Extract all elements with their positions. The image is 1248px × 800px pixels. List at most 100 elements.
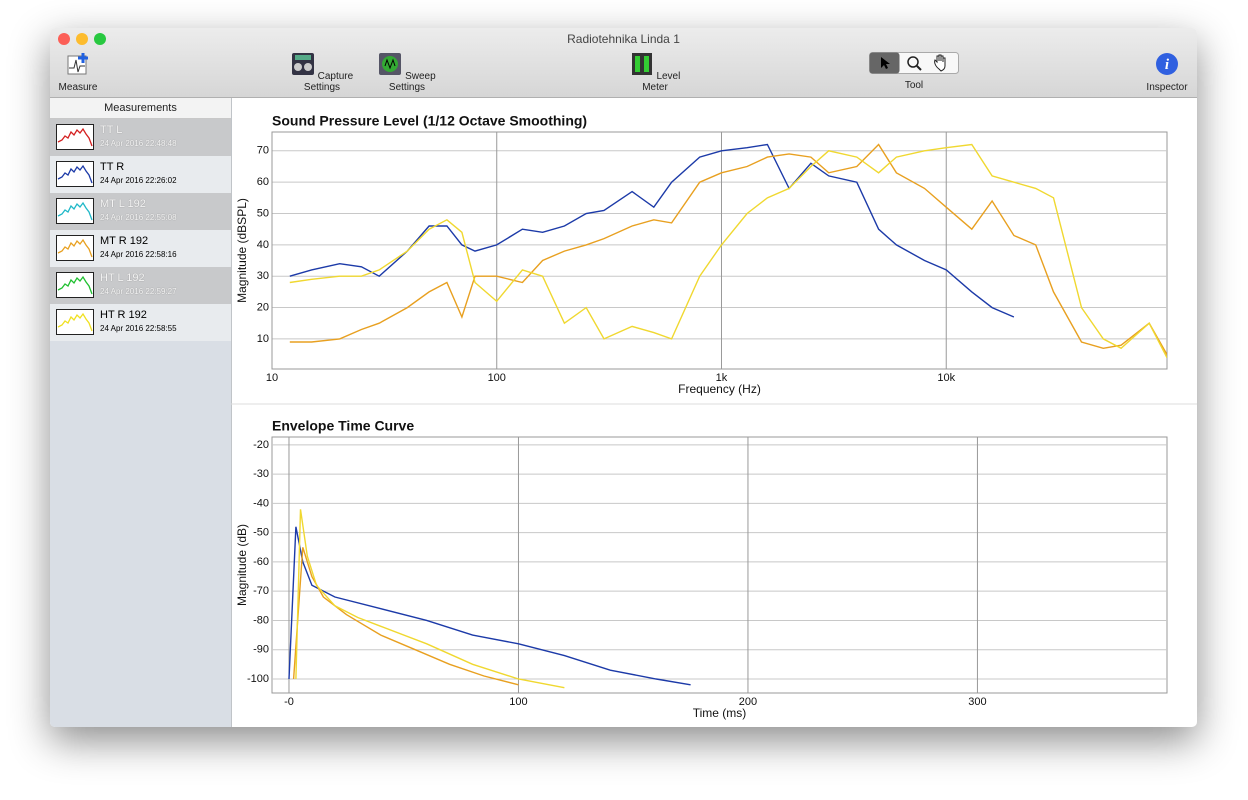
thumbnail-frame [56, 272, 94, 298]
measurement-item[interactable]: MT L 192 24 Apr 2016 22:55:08 [50, 193, 231, 230]
thumbnail [56, 161, 94, 187]
x-axis-label: Time (ms) [693, 706, 747, 720]
measurement-item[interactable]: HT L 192 24 Apr 2016 22:59:27 [50, 267, 231, 304]
icon [379, 53, 402, 75]
toolbar-button[interactable]: Sweep Settings [368, 52, 446, 93]
y-tick-label: 50 [257, 207, 269, 219]
measurement-item[interactable]: TT R 24 Apr 2016 22:26:02 [50, 156, 231, 193]
toolbar-label: Measure [58, 82, 98, 93]
y-axis-label: Magnitude (dBSPL) [235, 198, 249, 303]
app-window: Radiotehnika Linda 1 Measure Capture Set… [50, 28, 1197, 727]
x-tick-label: 100 [509, 696, 527, 708]
thumbnail-curve [57, 127, 93, 147]
thumbnail-frame [56, 161, 94, 187]
thumbnail-curve [57, 312, 93, 332]
y-tick-label: 70 [257, 145, 269, 157]
segmented-control[interactable] [869, 52, 959, 74]
x-tick-label: 100 [488, 372, 506, 384]
series-line [289, 143, 1167, 359]
y-tick-label: -100 [247, 673, 269, 685]
y-tick-label: 10 [257, 333, 269, 345]
x-tick-label: 1k [716, 372, 728, 384]
measurement-name: HT R 192 [100, 309, 147, 321]
charts: Sound Pressure Level (1/12 Octave Smooth… [231, 113, 1197, 720]
measurement-name: MT R 192 [100, 235, 149, 247]
thumbnail-frame [56, 198, 94, 224]
x-tick-label: 10k [937, 372, 955, 384]
thumbnail-curve [57, 201, 93, 221]
y-tick-label: -60 [253, 556, 269, 568]
measurement-date: 24 Apr 2016 22:26:02 [100, 176, 177, 185]
toolbar-label: Level Meter [642, 71, 681, 93]
x-tick-label: -0 [284, 696, 294, 708]
measurement-name: HT L 192 [100, 272, 145, 284]
measurement-list: TT L 24 Apr 2016 22:48:48 TT R 24 Apr 2016 … [50, 119, 231, 341]
series-line [295, 509, 565, 689]
icon [291, 53, 314, 75]
measurement-date: 24 Apr 2016 22:59:27 [100, 287, 177, 296]
y-tick-label: -50 [253, 527, 269, 539]
y-tick-label: -80 [253, 614, 269, 626]
measurement-date: 24 Apr 2016 22:55:08 [100, 213, 177, 222]
measurement-name: TT L [100, 124, 123, 136]
window-title: Radiotehnika Linda 1 [567, 32, 680, 46]
y-tick-label: 60 [257, 176, 269, 188]
svg-text:i: i [1165, 57, 1170, 73]
y-tick-label: 20 [257, 301, 269, 313]
series-line [288, 526, 691, 686]
measurement-item[interactable]: TT L 24 Apr 2016 22:48:48 [50, 119, 231, 156]
measurement-item[interactable]: MT R 192 24 Apr 2016 22:58:16 [50, 230, 231, 267]
y-tick-label: -20 [253, 439, 269, 451]
toolbar-label: Inspector [1146, 82, 1188, 93]
thumbnail [56, 235, 94, 261]
y-tick-label: 40 [257, 239, 269, 251]
y-tick-label: -90 [253, 644, 269, 656]
y-tick-label: -40 [253, 497, 269, 509]
toolbar-button[interactable]: Measure [54, 52, 102, 93]
x-axis-label: Frequency (Hz) [678, 382, 761, 396]
zoom-button[interactable] [94, 33, 106, 45]
toolbar-button[interactable]: Level Meter [624, 52, 686, 93]
x-tick-label: 10 [266, 372, 278, 384]
toolbar-button[interactable]: Capture Settings [280, 52, 364, 93]
y-tick-label: -30 [253, 468, 269, 480]
x-tick-label: 200 [739, 696, 757, 708]
toolbar-label: Sweep Settings [388, 71, 436, 93]
thumbnail-frame [56, 309, 94, 335]
measurement-name: MT L 192 [100, 198, 146, 210]
x-tick-label: 300 [968, 696, 986, 708]
toolbar-label: Tool [904, 80, 924, 91]
toolbar-label: Capture Settings [303, 71, 354, 93]
toolbar: Radiotehnika Linda 1 Measure Capture Set… [50, 28, 1197, 98]
sidebar: Measurements TT L 24 Apr 2016 22:48:48 TT … [50, 98, 232, 727]
toolbar-button[interactable]: i Inspector [1142, 52, 1192, 93]
plot-area [271, 131, 1168, 370]
series-line [292, 547, 519, 686]
icon [67, 53, 88, 75]
measurement-date: 24 Apr 2016 22:58:16 [100, 250, 177, 259]
y-axis-label: Magnitude (dB) [235, 524, 249, 606]
minimize-button[interactable] [76, 33, 88, 45]
close-button[interactable] [58, 33, 70, 45]
thumbnail [56, 124, 94, 150]
chart-title: Sound Pressure Level (1/12 Octave Smooth… [272, 113, 587, 129]
y-tick-label: 30 [257, 270, 269, 282]
plot-area [271, 436, 1168, 694]
measurement-date: 24 Apr 2016 22:48:48 [100, 139, 177, 148]
thumbnail [56, 309, 94, 335]
icon [631, 53, 652, 75]
thumbnail-curve [57, 164, 93, 184]
icon: i [1156, 53, 1178, 75]
measurement-item[interactable]: HT R 192 24 Apr 2016 22:58:55 [50, 304, 231, 341]
thumbnail [56, 198, 94, 224]
tool-group: Tool [866, 52, 962, 91]
thumbnail-curve [57, 238, 93, 258]
thumbnail-curve [57, 275, 93, 295]
series-line [289, 143, 1015, 318]
thumbnail [56, 272, 94, 298]
chart-title: Envelope Time Curve [272, 418, 414, 434]
measurement-name: TT R [100, 161, 125, 173]
thumbnail-frame [56, 235, 94, 261]
y-tick-label: -70 [253, 585, 269, 597]
